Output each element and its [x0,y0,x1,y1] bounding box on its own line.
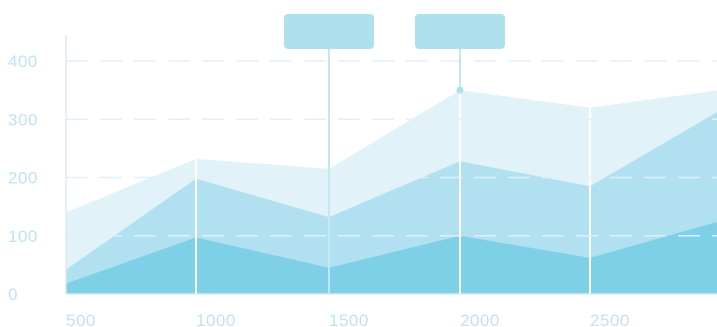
tooltip-layer [284,14,505,294]
x-tick-label: 1000 [196,311,236,327]
series-layer [66,90,717,294]
x-tick-label: 1500 [329,311,369,327]
tick-label-layer: 0 100 200 300 400 500 1000 1500 2000 2500 [8,52,630,327]
tooltip-point-marker [456,86,464,94]
x-tick-label: 2500 [590,311,630,327]
grid-layer [66,60,717,237]
y-tick-label: 200 [8,169,38,188]
x-tick-label: 500 [66,311,96,327]
y-tick-label: 0 [8,285,18,304]
axis-layer [65,35,717,295]
y-tick-label: 100 [8,227,38,246]
area-series-3 [66,222,717,294]
tooltip-box-1 [284,14,374,49]
y-tick-label: 400 [8,52,38,71]
tooltip-box-2 [415,14,505,49]
y-tick-label: 300 [8,110,38,129]
x-tick-label: 2000 [460,311,500,327]
